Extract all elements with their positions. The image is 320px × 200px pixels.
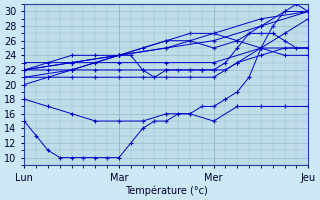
- X-axis label: Température (°c): Température (°c): [125, 185, 208, 196]
